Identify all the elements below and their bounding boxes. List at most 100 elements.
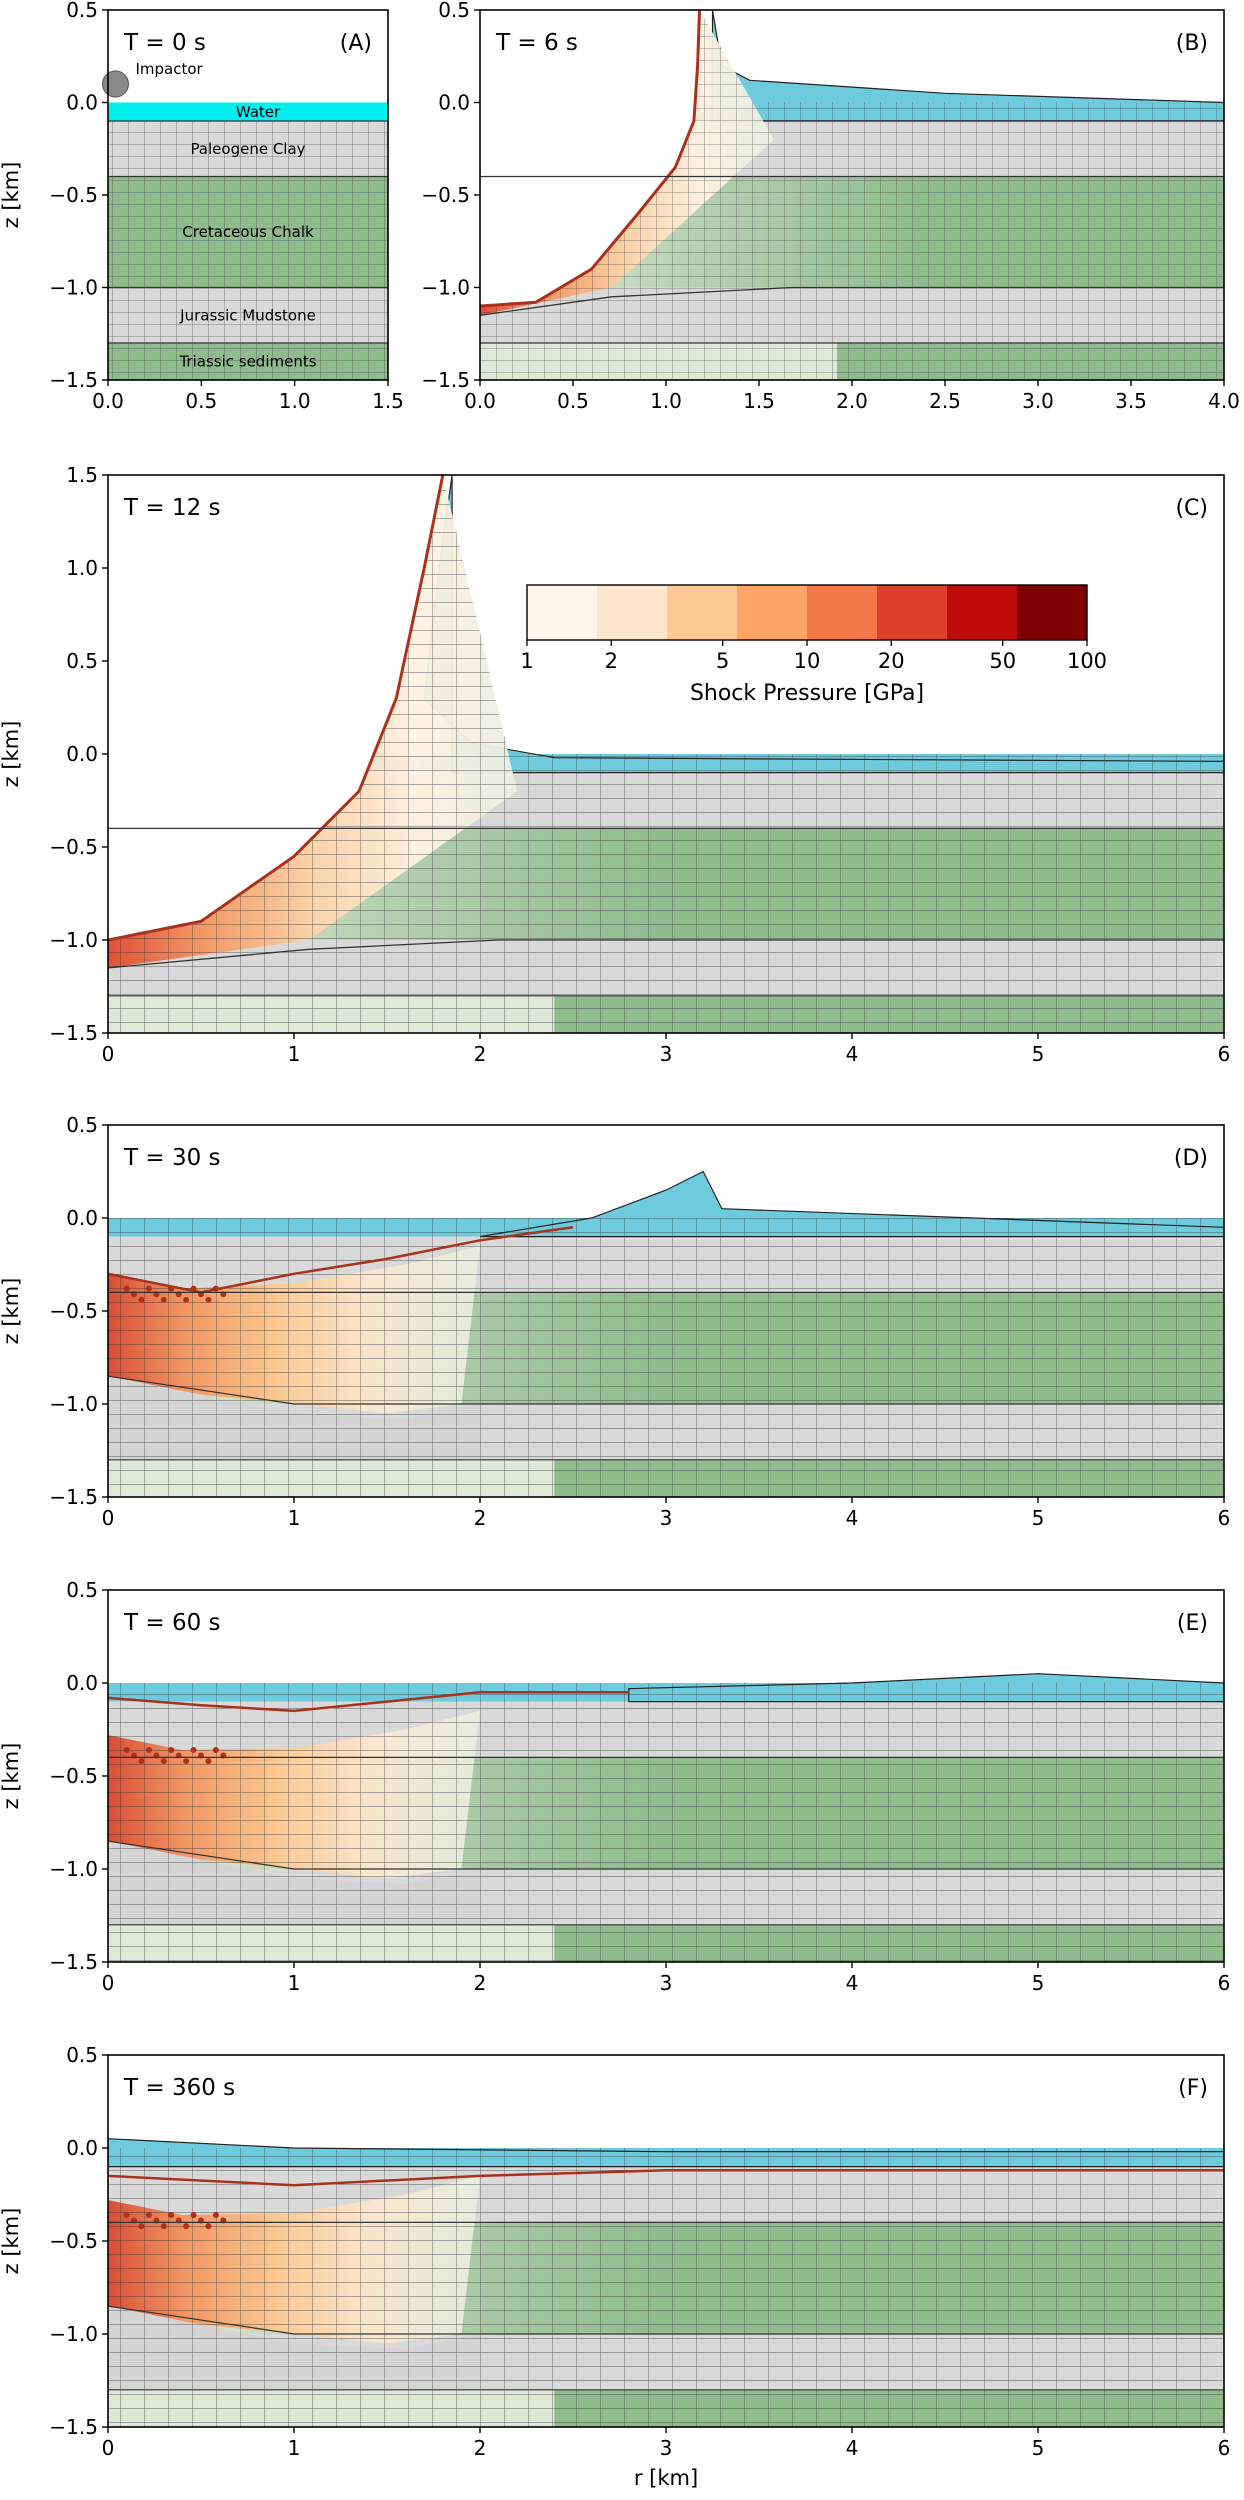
layer-boundary — [480, 286, 1224, 316]
x-tick-label: 0 — [102, 2436, 115, 2460]
y-tick-label: 0.0 — [66, 742, 98, 766]
panel-plot-area — [108, 1673, 1224, 1962]
panel-letter: (B) — [1176, 31, 1208, 56]
mesh-grid — [108, 121, 388, 380]
x-tick-label: 5 — [1032, 1042, 1045, 1066]
panel-b: −1.5 −1.0 −0.5 0.0 0.5 0.0 0.5 1.0 1.5 2.0 2.5 3.0 3… — [421, 0, 1239, 413]
panel-letter: (F) — [1178, 2076, 1208, 2101]
x-tick-label: 1 — [288, 1971, 301, 1995]
x-tick-label: 2 — [474, 1506, 487, 1530]
breccia-mesh — [108, 1841, 480, 1925]
layer-boundary — [108, 1375, 1224, 1405]
impactor-label: Impactor — [135, 60, 203, 78]
crater-floor — [108, 1226, 574, 1294]
x-tick-label: 0 — [102, 1042, 115, 1066]
shocked-mesh — [108, 1245, 480, 1414]
y-tick-label: −1.5 — [49, 1485, 98, 1509]
y-tick-label: 0.5 — [66, 0, 98, 22]
crater-cavity — [108, 475, 443, 940]
colorbar-swatch — [1017, 585, 1088, 640]
x-tick-label: 3 — [660, 1506, 673, 1530]
shock-particle — [123, 2211, 130, 2218]
y-tick-label: 0.5 — [66, 649, 98, 673]
y-tick-label: −1.0 — [49, 276, 98, 300]
crater-cavity — [480, 10, 700, 306]
panel-c: −1.5 −1.0 −0.5 0.0 0.5 1.0 1.5 0 1 2 3 4 5 6 T = 12 s (… — [0, 463, 1230, 1066]
x-tick-label: 6 — [1218, 1042, 1231, 1066]
breccia-mesh — [108, 1376, 480, 1460]
y-axis-label: z [km] — [0, 2208, 23, 2275]
layer-water — [108, 102, 388, 121]
shock-particle — [212, 1746, 219, 1753]
y-axis-label: z [km] — [0, 162, 23, 229]
colorbar-swatch — [597, 585, 668, 640]
crater-wall — [108, 475, 445, 942]
y-tick-label: 0.0 — [66, 1206, 98, 1230]
shock-particle — [123, 1746, 130, 1753]
y-tick-label: −0.5 — [421, 183, 470, 207]
shocked-mesh — [108, 475, 518, 968]
x-tick-label: 1.0 — [279, 389, 311, 413]
y-tick-label: −0.5 — [49, 2229, 98, 2253]
colorbar-tick-label: 10 — [794, 649, 821, 673]
x-axis-label: r [km] — [634, 2466, 698, 2490]
shock-particle — [168, 1746, 175, 1753]
shock-particle — [183, 2223, 190, 2230]
y-tick-label: 0.5 — [66, 1578, 98, 1602]
colorbar-label: Shock Pressure [GPa] — [690, 681, 924, 706]
y-tick-label: −1.5 — [49, 1950, 98, 1974]
y-tick-label: 0.5 — [66, 2043, 98, 2067]
layer-label: Cretaceous Chalk — [182, 223, 314, 241]
colorbar-tick-label: 5 — [716, 649, 729, 673]
x-tick-label: 4 — [846, 2436, 859, 2460]
x-tick-label: 0 — [102, 1971, 115, 1995]
shock-particle — [160, 2223, 167, 2230]
y-tick-label: 0.0 — [66, 1671, 98, 1695]
y-tick-label: −1.5 — [421, 368, 470, 392]
x-tick-label: 3.5 — [1115, 389, 1147, 413]
time-label: T = 30 s — [123, 1145, 221, 1171]
x-tick-label: 5 — [1032, 1971, 1045, 1995]
x-tick-label: 1 — [288, 1042, 301, 1066]
colorbar-tick-label: 2 — [605, 649, 618, 673]
layer-boundary — [108, 939, 1224, 969]
y-tick-label: −1.0 — [421, 276, 470, 300]
panel-plot-area — [480, 10, 1224, 380]
panel-plot-area — [108, 475, 1224, 1033]
y-tick-label: −0.5 — [49, 1299, 98, 1323]
shock-particle — [145, 2211, 152, 2218]
shock-particle — [168, 2211, 175, 2218]
colorbar-tick-label: 100 — [1067, 649, 1107, 673]
x-tick-label: 3.0 — [1022, 389, 1054, 413]
panel-plot-area — [108, 1170, 1224, 1497]
shocked-mesh — [480, 10, 774, 316]
x-tick-label: 0 — [102, 1506, 115, 1530]
panel-letter: (A) — [340, 31, 372, 56]
shock-particle — [190, 1285, 197, 1292]
shock-particle — [190, 1746, 197, 1753]
colorbar-swatch — [527, 585, 598, 640]
colorbar: 1 2 5 10 20 50 100 Shock Pressure [GPa] — [520, 584, 1107, 706]
colorbar-swatch — [667, 585, 738, 640]
colorbar-swatch — [807, 585, 878, 640]
shock-particle — [212, 1285, 219, 1292]
shock-particle — [160, 1296, 167, 1303]
x-tick-label: 3 — [660, 1971, 673, 1995]
y-tick-label: −1.0 — [49, 2322, 98, 2346]
x-tick-label: 2 — [474, 2436, 487, 2460]
y-tick-label: −0.5 — [49, 183, 98, 207]
time-label: T = 12 s — [123, 495, 221, 521]
panel-letter: (E) — [1177, 1611, 1208, 1636]
crater-floor — [108, 1691, 629, 1713]
shock-particle — [183, 1758, 190, 1765]
x-tick-label: 2 — [474, 1042, 487, 1066]
x-tick-label: 0.5 — [557, 389, 589, 413]
shock-particle — [168, 1285, 175, 1292]
x-tick-label: 1.0 — [650, 389, 682, 413]
x-tick-label: 0.5 — [185, 389, 217, 413]
x-tick-label: 2 — [474, 1971, 487, 1995]
time-label: T = 6 s — [495, 30, 578, 56]
x-tick-label: 3 — [660, 2436, 673, 2460]
shock-particle — [138, 1758, 145, 1765]
